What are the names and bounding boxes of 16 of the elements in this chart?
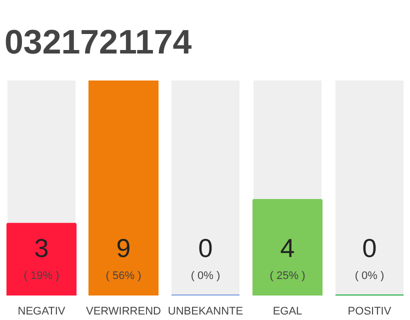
data-label: 3 [34,233,49,264]
x-tick-label: UNBEKANNTE [168,306,244,318]
annotation: ( 56% ) [106,270,142,282]
chart-title: 0321721174 [4,24,192,62]
annotation: ( 25% ) [270,270,306,282]
annotation: ( 0% ) [354,270,384,282]
annotation: ( 19% ) [24,270,60,282]
annotation: ( 0% ) [190,270,220,282]
data-label: 9 [116,233,131,264]
x-tick-label: NEGATIV [18,306,66,318]
data-label: 0 [198,233,213,264]
x-tick-label: POSITIV [348,306,392,318]
x-tick-label: EGAL [272,306,302,318]
x-tick-label: VERWIRREND [86,306,162,318]
data-label: 4 [280,233,295,264]
data-label: 0 [362,233,377,264]
